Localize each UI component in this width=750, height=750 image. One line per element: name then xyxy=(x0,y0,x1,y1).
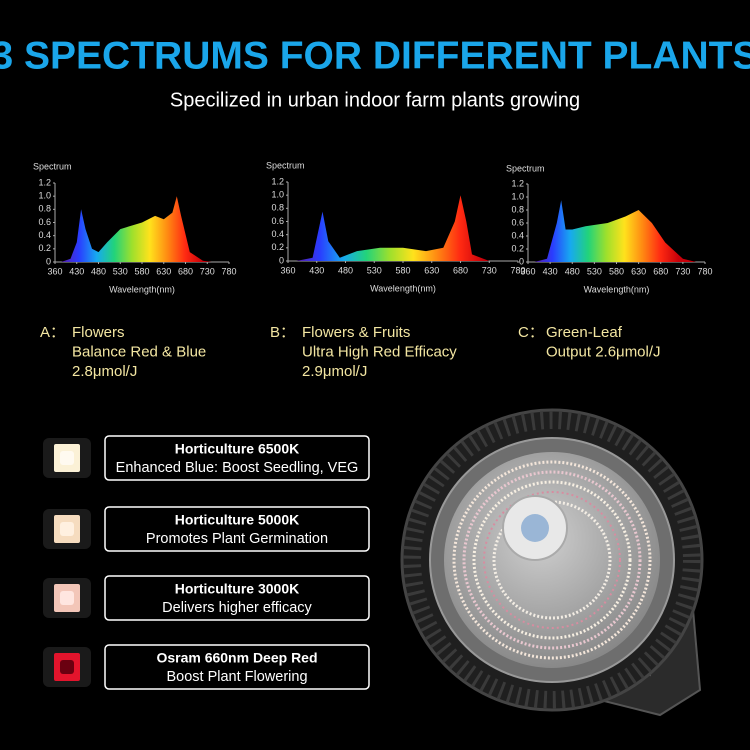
x-tick-label: 730 xyxy=(200,266,215,276)
title: 3 SPECTRUMS FOR DIFFERENT PLANTS xyxy=(0,34,750,77)
x-axis-label: Wavelength(nm) xyxy=(584,284,650,294)
y-tick-label: 0.2 xyxy=(271,242,284,252)
y-tick-label: 1.0 xyxy=(511,191,524,201)
y-tick-label: 0.8 xyxy=(271,203,284,213)
led-icon-core xyxy=(60,591,74,605)
y-tick-label: 0.8 xyxy=(38,204,51,214)
y-tick-label: 1.2 xyxy=(271,176,284,186)
x-tick-label: 630 xyxy=(424,265,439,275)
x-tick-label: 680 xyxy=(653,266,668,276)
y-tick-label: 0.4 xyxy=(511,230,524,240)
spectrum-area xyxy=(534,200,697,262)
lamp xyxy=(400,408,704,717)
led-icon-core xyxy=(60,522,74,536)
led-icon-core xyxy=(60,451,74,465)
x-tick-label: 730 xyxy=(675,266,690,276)
y-tick-label: 1.0 xyxy=(38,191,51,201)
feature-box xyxy=(104,435,370,481)
description-line: Green-Leaf xyxy=(546,324,623,341)
x-tick-label: 680 xyxy=(453,265,468,275)
feature-box xyxy=(104,644,370,690)
x-tick-label: 580 xyxy=(395,265,410,275)
x-tick-label: 430 xyxy=(69,266,84,276)
description-letter: A： xyxy=(40,324,65,341)
y-tick-label: 1.0 xyxy=(271,190,284,200)
y-tick-label: 1.2 xyxy=(38,177,51,187)
feature-title: Horticulture 5000K xyxy=(175,512,299,528)
y-tick-label: 0 xyxy=(279,255,284,265)
feature-title: Horticulture 3000K xyxy=(175,581,299,597)
x-tick-label: 580 xyxy=(134,266,149,276)
x-tick-label: 480 xyxy=(565,266,580,276)
x-axis-label: Wavelength(nm) xyxy=(370,283,436,293)
y-axis-label: Spectrum xyxy=(33,161,72,171)
feature-title: Osram 660nm Deep Red xyxy=(156,650,317,666)
feature-desc: Delivers higher efficacy xyxy=(162,600,312,616)
x-tick-label: 360 xyxy=(280,265,295,275)
feature-desc: Enhanced Blue: Boost Seedling, VEG xyxy=(116,460,359,476)
y-tick-label: 0.4 xyxy=(38,230,51,240)
x-tick-label: 580 xyxy=(609,266,624,276)
description-letter: B： xyxy=(270,324,295,341)
description-letter: C： xyxy=(518,324,544,341)
x-tick-label: 430 xyxy=(543,266,558,276)
spectrum-area xyxy=(61,196,212,262)
x-tick-label: 530 xyxy=(113,266,128,276)
x-tick-label: 360 xyxy=(47,266,62,276)
spectrum-area xyxy=(296,195,490,261)
x-tick-label: 680 xyxy=(178,266,193,276)
feature-title: Horticulture 6500K xyxy=(175,441,299,457)
x-tick-label: 480 xyxy=(338,265,353,275)
x-tick-label: 360 xyxy=(520,266,535,276)
x-tick-label: 430 xyxy=(309,265,324,275)
x-tick-label: 530 xyxy=(367,265,382,275)
x-tick-label: 730 xyxy=(482,265,497,275)
y-tick-label: 0 xyxy=(46,256,51,266)
y-tick-label: 0 xyxy=(519,256,524,266)
description-line: 2.9μmol/J xyxy=(302,363,367,380)
x-axis-label: Wavelength(nm) xyxy=(109,284,175,294)
feature-desc: Promotes Plant Germination xyxy=(146,531,328,547)
y-axis-label: Spectrum xyxy=(506,163,545,173)
subtitle: Specilized in urban indoor farm plants g… xyxy=(170,89,580,111)
y-tick-label: 0.2 xyxy=(511,243,524,253)
y-tick-label: 1.2 xyxy=(511,178,524,188)
y-tick-label: 0.6 xyxy=(511,217,524,227)
description-line: Ultra High Red Efficacy xyxy=(302,343,457,360)
x-tick-label: 630 xyxy=(631,266,646,276)
feature-box xyxy=(104,575,370,621)
x-tick-label: 780 xyxy=(221,266,236,276)
x-tick-label: 480 xyxy=(91,266,106,276)
description-line: Flowers & Fruits xyxy=(302,324,410,341)
y-tick-label: 0.2 xyxy=(38,243,51,253)
led-icon-core xyxy=(60,660,74,674)
description-line: Output 2.6μmol/J xyxy=(546,343,661,360)
x-tick-label: 780 xyxy=(510,265,525,275)
x-tick-label: 780 xyxy=(697,266,712,276)
x-tick-label: 630 xyxy=(156,266,171,276)
y-tick-label: 0.6 xyxy=(271,216,284,226)
y-tick-label: 0.8 xyxy=(511,204,524,214)
y-tick-label: 0.6 xyxy=(38,217,51,227)
feature-box xyxy=(104,506,370,552)
x-tick-label: 530 xyxy=(587,266,602,276)
description-line: Flowers xyxy=(72,324,125,341)
y-tick-label: 0.4 xyxy=(271,229,284,239)
description-line: Balance Red & Blue xyxy=(72,343,206,360)
description-line: 2.8μmol/J xyxy=(72,363,137,380)
y-axis-label: Spectrum xyxy=(266,160,305,170)
feature-desc: Boost Plant Flowering xyxy=(166,669,307,685)
